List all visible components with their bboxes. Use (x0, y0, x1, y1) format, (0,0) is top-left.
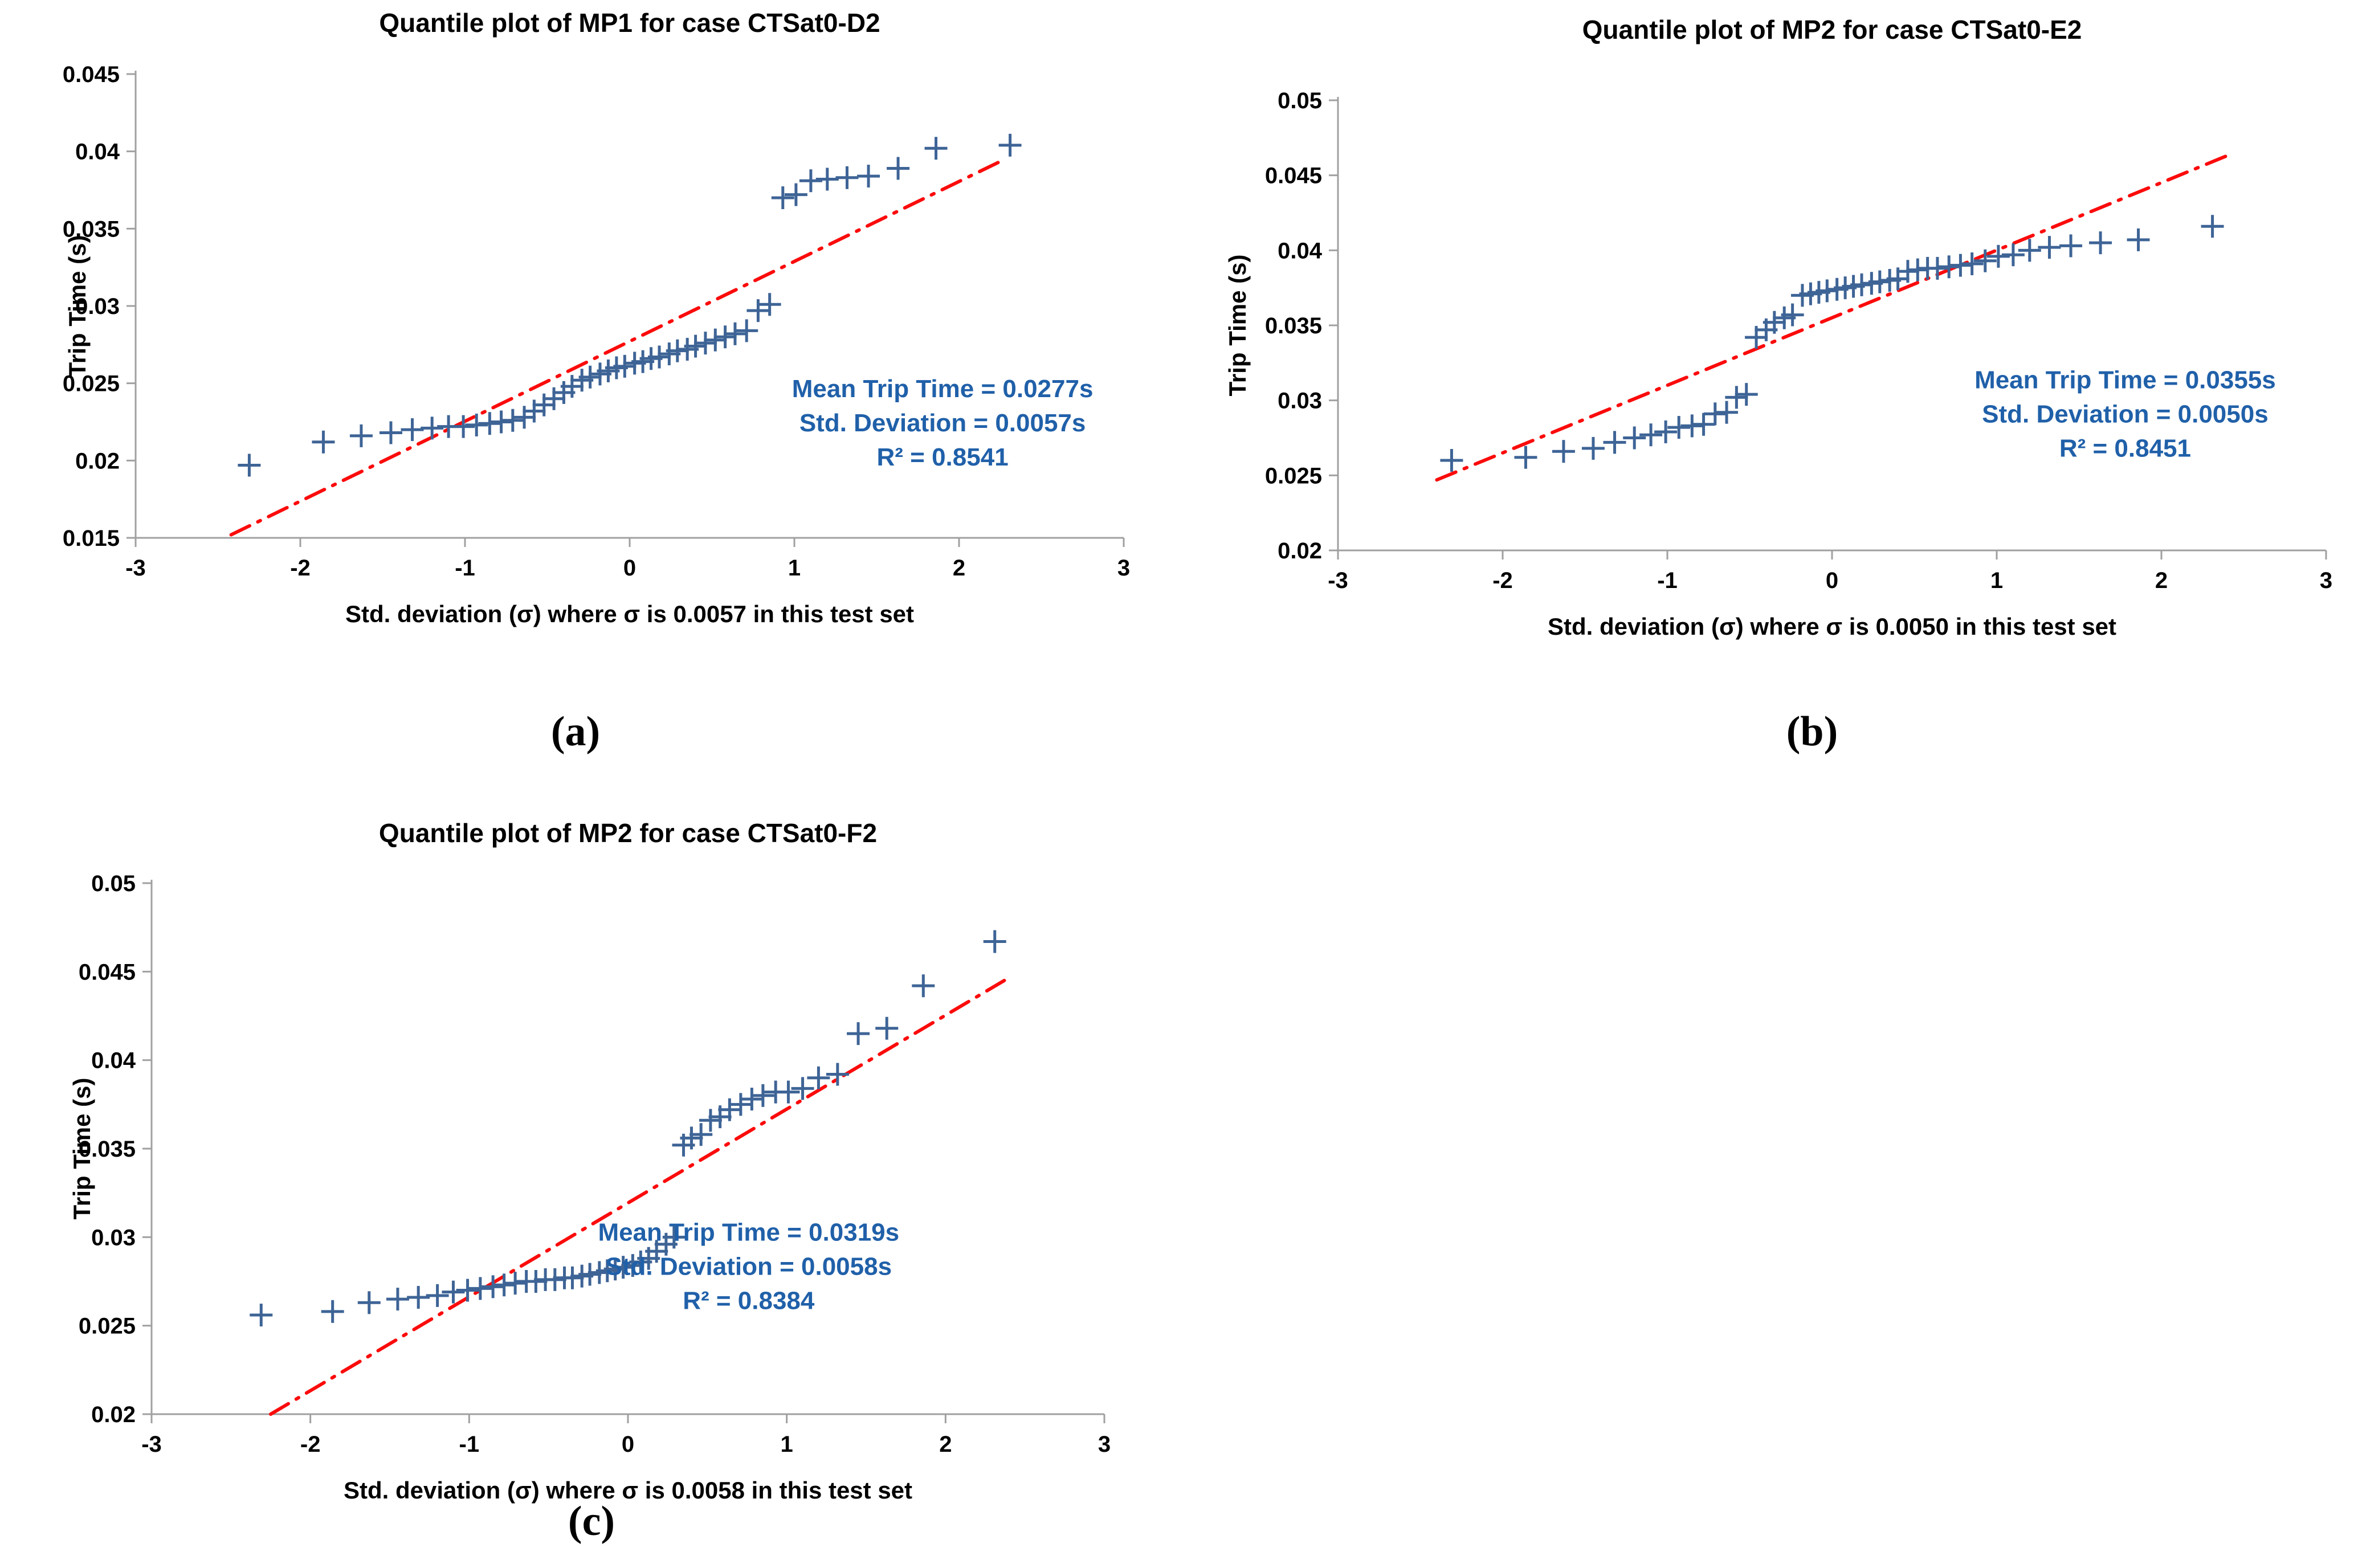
x-tick-label: 1 (781, 1432, 793, 1457)
x-axis-label: Std. deviation (σ) where σ is 0.0058 in … (344, 1477, 912, 1504)
y-axis-label: Trip Time (s) (68, 1078, 95, 1220)
y-tick-label: 0.045 (1265, 164, 1322, 189)
y-tick-label: 0.025 (1265, 463, 1322, 488)
annotation-line: R² = 0.8541 (877, 443, 1009, 471)
axes (150, 880, 1104, 1415)
y-tick-label: 0.04 (1278, 238, 1323, 263)
y-tick-label: 0.05 (91, 871, 136, 896)
subfigure-caption-b: (b) (1786, 708, 1838, 755)
y-tick-label: 0.04 (75, 140, 120, 165)
quantile-chart-a: Quantile plot of MP1 for case CTSat0-D2 -… (6, 3, 1145, 684)
x-axis-label: Std. deviation (σ) where σ is 0.0057 in … (345, 601, 914, 627)
y-tick-label: 0.035 (79, 1137, 136, 1162)
y-axis-label: Trip Time (s) (1224, 255, 1251, 397)
annotation-line: Mean Trip Time = 0.0277s (792, 375, 1094, 403)
x-tick-label: -1 (459, 1432, 480, 1457)
annotation-line: Std. Deviation = 0.0057s (799, 409, 1086, 437)
x-tick-label: 2 (939, 1432, 952, 1457)
x-tick-label: -2 (290, 556, 311, 581)
y-tick-label: 0.03 (75, 294, 120, 319)
y-tick-label: 0.025 (79, 1314, 136, 1339)
x-tick-label: -3 (1328, 568, 1348, 593)
x-tick-label: 0 (622, 1432, 634, 1457)
annotation-line: R² = 0.8384 (683, 1287, 815, 1315)
x-tick-label: -2 (300, 1432, 321, 1457)
chart-canvas-a: Quantile plot of MP1 for case CTSat0-D2 -… (63, 8, 1130, 627)
x-tick-label: 3 (1117, 556, 1130, 581)
trend-line (229, 157, 1007, 537)
y-tick-label: 0.045 (63, 62, 120, 87)
x-tick-label: -3 (125, 556, 146, 581)
chart-title: Quantile plot of MP2 for case CTSat0-E2 (1582, 15, 2082, 44)
subfigure-caption-a: (a) (550, 708, 601, 755)
y-tick-label: 0.035 (63, 217, 120, 242)
y-tick-label: 0.02 (91, 1402, 136, 1427)
y-tick-label: 0.05 (1278, 88, 1322, 113)
chart-title: Quantile plot of MP1 for case CTSat0-D2 (379, 8, 880, 38)
y-tick-label: 0.03 (91, 1225, 136, 1250)
x-tick-label: 3 (2320, 568, 2332, 593)
x-tick-label: -1 (1657, 568, 1678, 593)
x-axis-label: Std. deviation (σ) where σ is 0.0050 in … (1548, 613, 2116, 640)
y-tick-label: 0.03 (1278, 389, 1322, 414)
y-tick-label: 0.015 (63, 526, 120, 551)
quantile-chart-b: Quantile plot of MP2 for case CTSat0-E2 -… (1208, 3, 2348, 684)
x-tick-label: 2 (2155, 568, 2168, 593)
x-tick-label: 1 (1990, 568, 2003, 593)
annotation-line: Mean Trip Time = 0.0319s (598, 1219, 899, 1247)
chart-canvas-c: Quantile plot of MP2 for case CTSat0-F2 -… (68, 818, 1111, 1504)
chart-canvas-b: Quantile plot of MP2 for case CTSat0-E2 -… (1224, 15, 2332, 640)
annotation-line: R² = 0.8451 (2059, 435, 2191, 463)
x-tick-label: 1 (788, 556, 801, 581)
y-axis-label: Trip Time (s) (64, 235, 91, 377)
x-tick-label: 0 (1826, 568, 1838, 593)
x-tick-label: -1 (455, 556, 475, 581)
axes (1337, 97, 2326, 552)
trend-line (269, 978, 1006, 1416)
y-tick-label: 0.035 (1265, 313, 1322, 338)
quantile-chart-c: Quantile plot of MP2 for case CTSat0-F2 -… (22, 815, 1161, 1538)
subfigure-caption-c: (c) (568, 1498, 615, 1545)
y-tick-label: 0.04 (91, 1048, 136, 1073)
x-tick-label: -2 (1492, 568, 1513, 593)
x-tick-label: 2 (953, 556, 965, 581)
chart-title: Quantile plot of MP2 for case CTSat0-F2 (379, 818, 877, 848)
annotation-line: Std. Deviation = 0.0058s (606, 1253, 892, 1281)
trend-line (1435, 152, 2233, 482)
x-tick-label: -3 (141, 1432, 162, 1457)
annotation-line: Mean Trip Time = 0.0355s (1974, 366, 2276, 394)
y-tick-label: 0.02 (75, 448, 120, 473)
x-tick-label: 3 (1098, 1432, 1111, 1457)
y-tick-label: 0.025 (63, 371, 120, 397)
data-markers (1440, 215, 2224, 472)
data-markers (238, 133, 1022, 477)
annotation-line: Std. Deviation = 0.0050s (1982, 401, 2269, 428)
data-markers (250, 930, 1006, 1327)
y-tick-label: 0.045 (79, 959, 136, 985)
x-tick-label: 0 (623, 556, 636, 581)
y-tick-label: 0.02 (1278, 538, 1322, 564)
